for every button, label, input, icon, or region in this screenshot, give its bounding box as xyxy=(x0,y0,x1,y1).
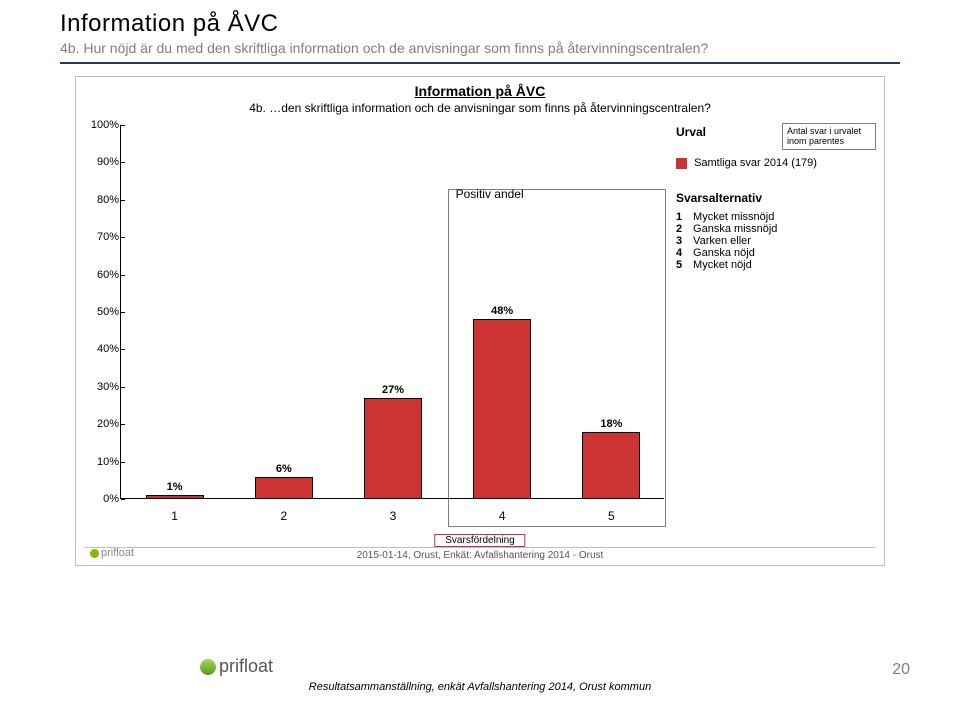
svarsfordelning-label: Svarsfördelning xyxy=(434,534,525,547)
ytick: 40% xyxy=(77,343,119,355)
bar: 18% xyxy=(582,432,640,499)
legend-swatch xyxy=(676,158,687,169)
bar: 6% xyxy=(255,477,313,499)
ytick: 80% xyxy=(77,194,119,206)
ytick: 70% xyxy=(77,231,119,243)
chart-frame: Information på ÅVC 4b. …den skriftliga i… xyxy=(75,76,885,566)
alternatives-list: 1 Mycket missnöjd2 Ganska missnöjd3 Vark… xyxy=(676,211,876,271)
category-label: 3 xyxy=(364,509,422,523)
legend-series-label: Samtliga svar 2014 (179) xyxy=(694,157,817,169)
bar: 48% xyxy=(473,319,531,499)
plot-area: 1%16%227%348%418%5Positiv andel xyxy=(120,125,664,499)
bar-value-label: 48% xyxy=(491,305,513,317)
legend-series: Samtliga svar 2014 (179) xyxy=(676,157,876,169)
urval-label: Urval xyxy=(676,125,706,139)
ytick: 60% xyxy=(77,269,119,281)
ytick: 10% xyxy=(77,456,119,468)
category-label: 4 xyxy=(473,509,531,523)
bars-container: 1%16%227%348%418%5Positiv andel xyxy=(120,125,664,499)
bar-value-label: 18% xyxy=(600,418,622,430)
brand-dot-icon xyxy=(200,659,216,675)
chart-body: 1%16%227%348%418%5Positiv andel 0%10%20%… xyxy=(76,119,884,539)
bar-value-label: 27% xyxy=(382,384,404,396)
alternative-item: 5 Mycket nöjd xyxy=(676,259,876,271)
ytick: 90% xyxy=(77,156,119,168)
ytick: 100% xyxy=(77,119,119,131)
bar: 27% xyxy=(364,398,422,499)
y-axis: 0%10%20%30%40%50%60%70%80%90%100% xyxy=(120,125,121,499)
chart-footer: prifloat 2015-01-14, Orust, Enkät: Avfal… xyxy=(84,547,876,561)
page-number: 20 xyxy=(892,661,910,679)
ytick: 20% xyxy=(77,418,119,430)
alternative-item: 3 Varken eller xyxy=(676,235,876,247)
bar-value-label: 6% xyxy=(276,463,292,475)
ytick: 30% xyxy=(77,381,119,393)
brand-dot-icon xyxy=(90,549,99,558)
bar-value-label: 1% xyxy=(167,481,183,493)
category-label: 5 xyxy=(582,509,640,523)
category-label: 2 xyxy=(255,509,313,523)
page-title: Information på ÅVC xyxy=(60,10,900,38)
alternative-item: 1 Mycket missnöjd xyxy=(676,211,876,223)
alternative-item: 4 Ganska nöjd xyxy=(676,247,876,259)
positive-label: Positiv andel xyxy=(456,187,524,201)
page-footer: Resultatsammanställning, enkät Avfallsha… xyxy=(0,681,960,693)
legend-note: Antal svar i urvalet inom parentes xyxy=(782,123,876,150)
header-rule xyxy=(60,62,900,64)
page-brand: prifloat xyxy=(200,656,273,677)
chart-footer-brand: prifloat xyxy=(90,547,134,559)
page-subtitle: 4b. Hur nöjd är du med den skriftliga in… xyxy=(60,40,900,56)
category-label: 1 xyxy=(146,509,204,523)
chart-title-main: Information på ÅVC xyxy=(76,83,884,99)
legend-area: Urval Antal svar i urvalet inom parentes… xyxy=(676,125,876,271)
ytick: 0% xyxy=(77,493,119,505)
chart-title-sub: 4b. …den skriftliga information och de a… xyxy=(76,101,884,115)
alternative-item: 2 Ganska missnöjd xyxy=(676,223,876,235)
chart-footer-text: 2015-01-14, Orust, Enkät: Avfallshanteri… xyxy=(357,550,604,561)
ytick: 50% xyxy=(77,306,119,318)
svarsalternativ-label: Svarsalternativ xyxy=(676,191,876,205)
x-axis xyxy=(120,498,664,499)
